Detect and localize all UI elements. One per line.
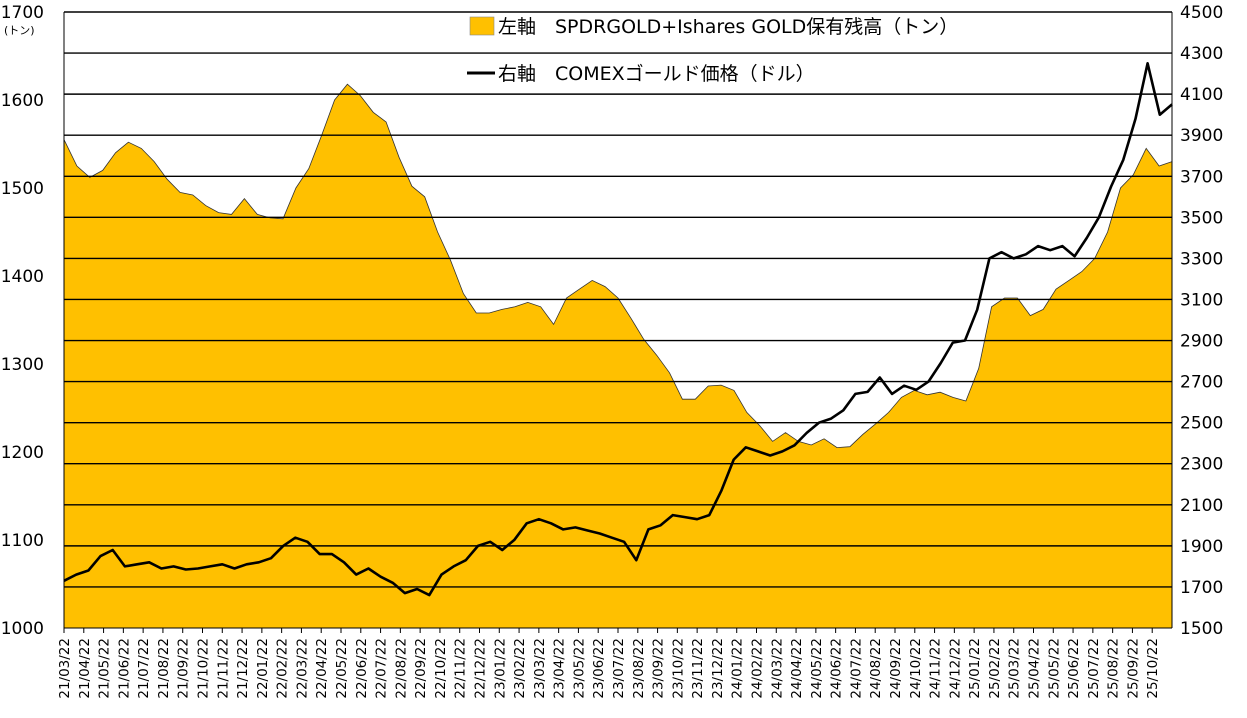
holdings-area-layer: [63, 83, 1173, 628]
x-tick-label: 23/08/22: [631, 638, 647, 699]
x-tick-label: 24/03/22: [769, 638, 785, 699]
axes: [63, 12, 1173, 633]
x-tick-label: 21/10/22: [196, 638, 212, 699]
x-tick-label: 25/08/22: [1106, 638, 1122, 699]
x-tick-label: 25/06/22: [1066, 638, 1082, 699]
x-tick-label: 24/05/22: [809, 638, 825, 699]
legend-swatch-holdings: [469, 16, 495, 36]
x-tick-label: 21/05/22: [97, 638, 113, 699]
x-tick-label: 23/06/22: [591, 638, 607, 699]
x-tick-label: 22/05/22: [334, 638, 350, 699]
price-line: [63, 61, 1173, 597]
x-tick-label: 23/04/22: [552, 638, 568, 699]
x-tick-label: 21/09/22: [176, 638, 192, 699]
gridlines: [64, 11, 1172, 588]
x-tick-label: 23/07/22: [611, 638, 627, 699]
price-line-layer: [63, 61, 1173, 597]
left-tick-label: 1100: [1, 531, 44, 551]
legend-label-price: 右軸 COMEXゴールド価格（ドル）: [498, 63, 815, 85]
right-tick-label: 2300: [1180, 455, 1223, 475]
left-tick-label: 1700: [1, 3, 44, 23]
legend-label-holdings: 左軸 SPDRGOLD+Ishares GOLD保有残高（トン）: [498, 16, 958, 38]
right-tick-label: 1500: [1180, 619, 1223, 639]
x-tick-label: 25/10/22: [1145, 638, 1161, 699]
x-tick-label: 21/11/22: [215, 638, 231, 699]
x-tick-label: 24/06/22: [829, 638, 845, 699]
x-tick-label: 21/04/22: [77, 638, 93, 699]
right-tick-label: 1900: [1180, 537, 1223, 557]
x-tick-label: 23/09/22: [651, 638, 667, 699]
x-tick-label: 21/06/22: [116, 638, 132, 699]
left-tick-label: 1500: [1, 179, 44, 199]
right-tick-label: 3100: [1180, 290, 1223, 310]
x-tick-label: 22/01/22: [255, 638, 271, 699]
x-tick-label: 24/10/22: [908, 638, 924, 699]
left-tick-label: 1300: [1, 355, 44, 375]
x-tick-label: 25/03/22: [1007, 638, 1023, 699]
holdings-area: [64, 84, 1172, 628]
x-tick-label: 22/08/22: [393, 638, 409, 699]
x-tick-label: 22/11/22: [453, 638, 469, 699]
right-tick-label: 4300: [1180, 44, 1223, 64]
right-tick-label: 3700: [1180, 167, 1223, 187]
left-tick-label: 1000: [1, 619, 44, 639]
tick-labels: 1000 1100 1200 1300 1400 1500 1600 1700 1500 1700…: [1, 3, 1224, 699]
x-tick-label: 21/12/22: [235, 638, 251, 699]
x-tick-label: 21/03/22: [57, 638, 73, 699]
x-tick-label: 24/04/22: [789, 638, 805, 699]
x-tick-label: 21/08/22: [156, 638, 172, 699]
x-tick-label: 23/03/22: [532, 638, 548, 699]
x-tick-label: 24/07/22: [848, 638, 864, 699]
x-tick-label: 23/01/22: [492, 638, 508, 699]
x-tick-label: 22/04/22: [314, 638, 330, 699]
x-tick-label: 23/10/22: [670, 638, 686, 699]
x-tick-label: 24/12/22: [947, 638, 963, 699]
x-tick-label: 25/01/22: [967, 638, 983, 699]
x-tick-label: 22/06/22: [354, 638, 370, 699]
x-tick-label: 24/09/22: [888, 638, 904, 699]
x-tick-label: 22/03/22: [294, 638, 310, 699]
left-tick-label: 1400: [1, 267, 44, 287]
x-tick-label: 22/02/22: [275, 638, 291, 699]
x-tick-label: 24/08/22: [868, 638, 884, 699]
x-tick-label: 22/07/22: [374, 638, 390, 699]
right-tick-label: 4500: [1180, 3, 1223, 23]
x-tick-label: 22/10/22: [433, 638, 449, 699]
right-tick-label: 3300: [1180, 249, 1223, 269]
x-tick-label: 25/04/22: [1027, 638, 1043, 699]
x-tick-label: 21/07/22: [136, 638, 152, 699]
right-tick-label: 1700: [1180, 578, 1223, 598]
x-tick-label: 25/05/22: [1046, 638, 1062, 699]
x-tick-label: 24/02/22: [750, 638, 766, 699]
left-axis-unit: (トン): [4, 24, 35, 37]
right-tick-label: 3500: [1180, 208, 1223, 228]
x-tick-label: 25/09/22: [1125, 638, 1141, 699]
x-tick-label: 25/02/22: [987, 638, 1003, 699]
x-tick-label: 25/07/22: [1086, 638, 1102, 699]
x-tick-label: 23/05/22: [571, 638, 587, 699]
x-tick-label: 24/11/22: [928, 638, 944, 699]
right-tick-label: 3900: [1180, 126, 1223, 146]
right-tick-label: 2100: [1180, 496, 1223, 516]
left-tick-label: 1600: [1, 91, 44, 111]
right-tick-label: 2900: [1180, 332, 1223, 352]
x-tick-label: 24/01/22: [730, 638, 746, 699]
right-tick-label: 2500: [1180, 414, 1223, 434]
x-tick-label: 22/12/22: [473, 638, 489, 699]
holdings-area-outline: [63, 83, 1173, 449]
legend: 左軸 SPDRGOLD+Ishares GOLD保有残高（トン） 右軸 COME…: [467, 16, 958, 85]
x-tick-label: 23/12/22: [710, 638, 726, 699]
right-tick-label: 2700: [1180, 373, 1223, 393]
left-tick-label: 1200: [1, 443, 44, 463]
x-tick-label: 23/11/22: [690, 638, 706, 699]
x-tick-label: 22/09/22: [413, 638, 429, 699]
x-tick-label: 23/02/22: [512, 638, 528, 699]
right-tick-label: 4100: [1180, 85, 1223, 105]
